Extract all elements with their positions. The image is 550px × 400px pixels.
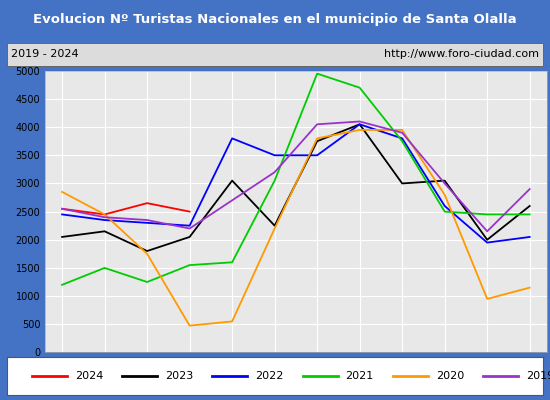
Text: 2022: 2022 <box>255 371 284 381</box>
Text: 2024: 2024 <box>75 371 103 381</box>
Text: Evolucion Nº Turistas Nacionales en el municipio de Santa Olalla: Evolucion Nº Turistas Nacionales en el m… <box>33 12 517 26</box>
Text: 2020: 2020 <box>436 371 464 381</box>
Text: 2019 - 2024: 2019 - 2024 <box>11 49 79 59</box>
Text: 2019: 2019 <box>526 371 550 381</box>
Text: http://www.foro-ciudad.com: http://www.foro-ciudad.com <box>384 49 539 59</box>
Text: 2023: 2023 <box>165 371 194 381</box>
Text: 2021: 2021 <box>345 371 374 381</box>
